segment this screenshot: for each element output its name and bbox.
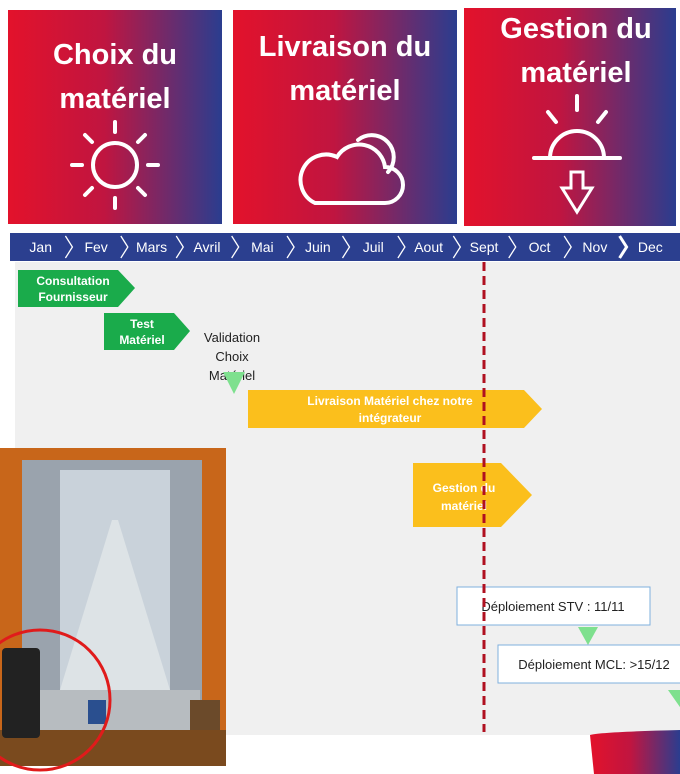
- milestone-label: Déploiement STV : 11/11: [481, 599, 624, 614]
- month-label: Juin: [305, 239, 331, 255]
- slide: Choix dumatériel Livraison dumatériel Ge…: [0, 0, 680, 774]
- photo: [0, 448, 226, 770]
- month-label: Juil: [363, 239, 384, 255]
- corner-decor: [590, 730, 680, 774]
- month-label: Dec: [638, 239, 663, 255]
- month-label: Aout: [414, 239, 443, 255]
- month-label: Oct: [529, 239, 551, 255]
- month-label: Sept: [470, 239, 499, 255]
- month-bar: [10, 233, 680, 261]
- month-label: Avril: [193, 239, 220, 255]
- month-label: Fev: [84, 239, 107, 255]
- month-label: Jan: [29, 239, 52, 255]
- month-label: Mars: [136, 239, 167, 255]
- milestone-label: Déploiement MCL: >15/12: [518, 657, 669, 672]
- month-label: Mai: [251, 239, 274, 255]
- month-label: Nov: [582, 239, 607, 255]
